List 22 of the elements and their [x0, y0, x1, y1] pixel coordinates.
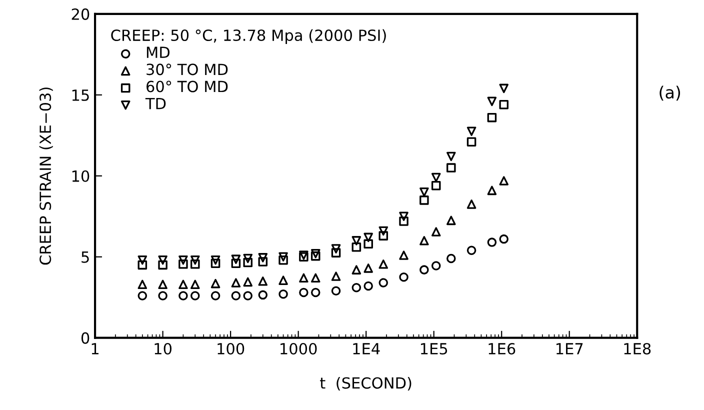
x-tick-label: 10: [154, 342, 172, 355]
legend-label: 60° TO MD: [146, 80, 228, 92]
legend-label: 30° TO MD: [146, 64, 228, 76]
y-tick-label: 0: [81, 332, 90, 344]
legend-title: CREEP: 50 °C, 13.78 Mpa (2000 PSI): [111, 29, 386, 44]
y-axis-title: CREEP STRAIN (XE−03): [39, 88, 53, 265]
y-tick-label: 10: [72, 170, 90, 182]
y-tick-label: 5: [82, 252, 89, 263]
x-tick-label: 100: [218, 342, 244, 355]
legend-label: TD: [145, 98, 166, 110]
x-tick-label: 1E5: [420, 343, 448, 355]
x-tick-label: 1E6: [488, 342, 516, 355]
y-tick-label: 20: [72, 8, 90, 20]
legend-label: MD: [146, 46, 170, 58]
text: (a): [660, 86, 680, 101]
x-axis-title: t (SECOND): [320, 376, 412, 391]
y-tick-label: 15: [72, 90, 89, 101]
x-tick-label: 1E7: [556, 343, 583, 354]
x-tick-label: 1: [92, 343, 98, 354]
x-tick-label: 1000: [280, 342, 317, 355]
x-tick-label: 1E8: [624, 342, 651, 355]
x-tick-label: 1E4: [353, 343, 380, 354]
